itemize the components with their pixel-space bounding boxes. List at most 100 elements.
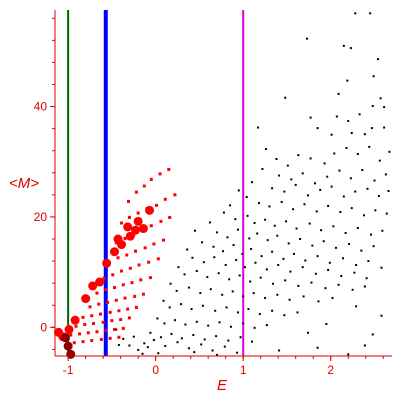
data-point — [316, 127, 319, 130]
data-point — [249, 280, 252, 283]
data-point — [315, 210, 318, 213]
data-point — [271, 309, 274, 312]
data-point — [261, 167, 264, 170]
data-point — [110, 319, 114, 323]
data-point — [104, 288, 108, 292]
data-point — [134, 305, 138, 309]
data-point — [288, 298, 291, 301]
data-point — [110, 247, 120, 257]
data-point — [253, 326, 256, 329]
data-point — [264, 297, 267, 300]
data-point — [86, 331, 90, 335]
data-point — [236, 351, 239, 354]
data-point — [277, 263, 280, 266]
data-point — [199, 292, 202, 295]
data-point — [296, 311, 299, 314]
data-point — [90, 339, 94, 343]
data-point — [334, 246, 337, 249]
data-point — [114, 298, 118, 302]
data-point — [242, 295, 245, 298]
data-point — [195, 270, 198, 273]
data-point — [327, 204, 330, 207]
data-point — [344, 231, 347, 234]
data-point — [316, 346, 319, 349]
data-point — [133, 216, 143, 226]
data-point — [211, 349, 214, 352]
data-point — [123, 296, 127, 300]
data-point — [264, 218, 267, 221]
data-point — [374, 209, 377, 212]
data-point — [285, 220, 288, 223]
data-point — [136, 211, 140, 215]
data-point — [69, 333, 73, 337]
data-point — [297, 284, 300, 287]
data-point — [187, 286, 190, 289]
data-point — [271, 250, 274, 253]
data-point — [372, 245, 375, 248]
data-point — [292, 252, 295, 255]
data-point — [320, 229, 323, 232]
data-point — [138, 224, 148, 234]
data-point — [239, 336, 242, 339]
data-point — [180, 337, 183, 340]
data-point — [175, 289, 178, 292]
data-point — [141, 352, 144, 355]
data-point — [349, 177, 352, 180]
data-point — [371, 105, 374, 108]
data-point — [177, 266, 180, 269]
data-point — [125, 253, 129, 257]
data-point — [159, 336, 162, 339]
data-point — [365, 277, 368, 280]
data-point — [201, 304, 204, 307]
data-point — [149, 331, 152, 334]
data-point — [97, 302, 101, 306]
data-point — [341, 257, 344, 260]
data-point — [163, 197, 167, 201]
data-point — [268, 205, 271, 208]
y-tick-label: 40 — [34, 100, 48, 114]
data-point — [200, 343, 203, 346]
data-point — [187, 347, 190, 350]
data-point — [297, 154, 300, 157]
data-point — [132, 335, 135, 338]
data-point — [106, 300, 110, 304]
data-point — [108, 310, 112, 314]
data-point — [215, 335, 218, 338]
y-tick-label: 20 — [34, 210, 48, 224]
data-point — [273, 224, 276, 227]
data-point — [304, 259, 307, 262]
data-point — [348, 242, 351, 245]
data-point — [147, 260, 151, 264]
data-point — [339, 210, 342, 213]
data-point — [337, 92, 340, 95]
data-point — [167, 167, 171, 171]
data-point — [247, 308, 250, 311]
data-point — [276, 293, 279, 296]
data-point — [81, 340, 85, 344]
data-point — [121, 326, 125, 330]
data-point — [125, 231, 135, 241]
data-point — [146, 346, 149, 349]
data-point — [180, 303, 183, 306]
data-point — [340, 274, 343, 277]
data-point — [245, 196, 248, 199]
data-point — [222, 250, 225, 253]
data-point — [368, 145, 371, 148]
vertical-marker-lines — [67, 10, 245, 356]
data-point — [228, 278, 231, 281]
data-point — [212, 245, 215, 248]
data-point — [355, 305, 358, 308]
data-point — [241, 252, 244, 255]
data-point — [217, 272, 220, 275]
y-axis-label: <M> — [9, 175, 39, 192]
data-point — [164, 345, 167, 348]
data-point — [302, 295, 305, 298]
data-point — [95, 291, 99, 295]
data-point — [376, 58, 379, 61]
data-point — [350, 132, 353, 135]
data-point — [117, 309, 121, 313]
data-point — [356, 226, 359, 229]
x-tick-label: -1 — [63, 363, 74, 377]
data-point — [271, 187, 274, 190]
data-point — [95, 277, 105, 287]
